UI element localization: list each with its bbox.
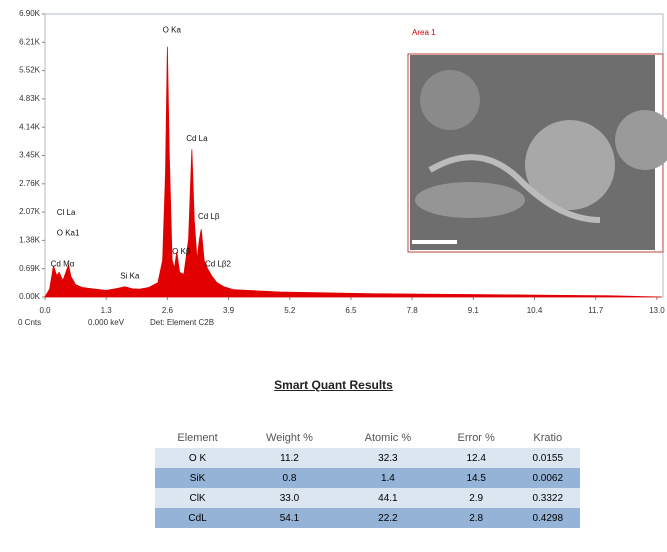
- table-cell: 0.0062: [515, 468, 580, 488]
- table-cell: 0.4298: [515, 508, 580, 528]
- peak-label: Si Ka: [120, 272, 140, 281]
- y-tick-label: 0.69K: [19, 264, 41, 273]
- y-tick-label: 3.45K: [19, 151, 41, 160]
- peak-label: Cd La: [186, 134, 208, 143]
- results-title: Smart Quant Results: [0, 378, 667, 392]
- x-tick-label: 5.2: [284, 306, 296, 315]
- table-cell: 14.5: [437, 468, 516, 488]
- table-cell: 2.8: [437, 508, 516, 528]
- y-tick-label: 2.07K: [19, 207, 41, 216]
- x-tick-label: 2.6: [162, 306, 174, 315]
- table-cell: 12.4: [437, 448, 516, 468]
- x-tick-label: 0.0: [39, 306, 51, 315]
- x-tick-label: 3.9: [223, 306, 235, 315]
- peak-label: Cd Lβ: [198, 212, 220, 221]
- column-header: Atomic %: [339, 428, 437, 448]
- column-header: Kratio: [515, 428, 580, 448]
- table-cell: 0.8: [240, 468, 339, 488]
- x-tick-label: 11.7: [588, 306, 604, 315]
- table-cell: 54.1: [240, 508, 339, 528]
- table-cell: O K: [155, 448, 240, 468]
- x-tick-label: 9.1: [468, 306, 480, 315]
- y-tick-label: 6.90K: [19, 9, 41, 18]
- column-header: Error %: [437, 428, 516, 448]
- column-header: Weight %: [240, 428, 339, 448]
- table-cell: 22.2: [339, 508, 437, 528]
- x-tick-label: 7.8: [407, 306, 419, 315]
- peak-label: O Ka1: [57, 229, 80, 238]
- x-tick-label: 1.3: [101, 306, 113, 315]
- peak-label: O Kβ: [172, 247, 191, 256]
- y-tick-label: 4.83K: [19, 94, 41, 103]
- y-tick-label: 2.76K: [19, 179, 41, 188]
- table-cell: 33.0: [240, 488, 339, 508]
- peak-label: Cd Mα: [51, 259, 75, 268]
- y-tick-label: 6.21K: [19, 37, 41, 46]
- footer-counts: 0 Cnts: [18, 318, 41, 327]
- table-cell: 0.0155: [515, 448, 580, 468]
- x-tick-label: 10.4: [527, 306, 543, 315]
- peak-label: Cd Lβ2: [205, 259, 232, 268]
- column-header: Element: [155, 428, 240, 448]
- x-tick-label: 13.0: [649, 306, 665, 315]
- table-cell: 0.3322: [515, 488, 580, 508]
- table-cell: 11.2: [240, 448, 339, 468]
- sem-image: [408, 54, 667, 252]
- y-tick-label: 0.00K: [19, 292, 41, 301]
- table-cell: SiK: [155, 468, 240, 488]
- y-tick-label: 5.52K: [19, 66, 41, 75]
- table-cell: 2.9: [437, 488, 516, 508]
- table-cell: 32.3: [339, 448, 437, 468]
- spectrum-chart: Area 1 0 Cnts 0.000 keV Det: Element C2B…: [0, 0, 667, 350]
- footer-detector: Det: Element C2B: [150, 318, 214, 327]
- footer-energy: 0.000 keV: [88, 318, 125, 327]
- table-cell: 1.4: [339, 468, 437, 488]
- table-cell: ClK: [155, 488, 240, 508]
- y-tick-label: 4.14K: [19, 122, 41, 131]
- screen: Area 1 0 Cnts 0.000 keV Det: Element C2B…: [0, 0, 667, 552]
- peak-label: Cl La: [57, 208, 76, 217]
- peak-label: O Ka: [163, 26, 182, 35]
- inset-label: Area 1: [412, 28, 436, 37]
- table-cell: CdL: [155, 508, 240, 528]
- y-tick-label: 1.38K: [19, 236, 41, 245]
- x-tick-label: 6.5: [345, 306, 357, 315]
- table-cell: 44.1: [339, 488, 437, 508]
